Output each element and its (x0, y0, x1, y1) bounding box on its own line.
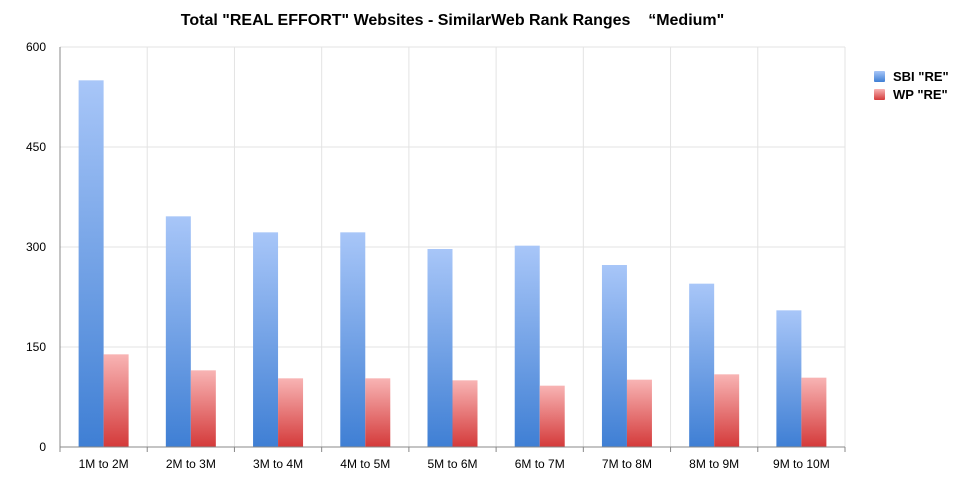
legend-swatch-sbi (874, 70, 885, 82)
y-tick-label: 300 (26, 240, 46, 254)
bar-sbi (601, 265, 627, 447)
x-tick-label: 6M to 7M (515, 457, 565, 471)
legend-label-sbi: SBI "RE" (893, 68, 949, 84)
x-tick-label: 8M to 9M (689, 457, 739, 471)
bar-wp (452, 380, 478, 447)
x-tick-label: 7M to 8M (602, 457, 652, 471)
bar-wp (539, 385, 565, 447)
legend-item-sbi: SBI "RE" (874, 67, 949, 85)
legend: SBI "RE" WP "RE" (874, 67, 949, 103)
bar-sbi (78, 80, 104, 447)
x-tick-label: 2M to 3M (166, 457, 216, 471)
bar-sbi (689, 283, 715, 447)
bar-wp (103, 354, 129, 447)
x-tick-label: 1M to 2M (79, 457, 129, 471)
bar-wp (190, 370, 216, 447)
bar-wp (626, 379, 652, 447)
x-tick-label: 9M to 10M (773, 457, 830, 471)
bar-sbi (776, 310, 802, 447)
y-tick-label: 150 (26, 340, 46, 354)
bar-sbi (514, 245, 540, 447)
bar-sbi (340, 232, 366, 447)
bar-sbi (427, 249, 453, 447)
bar-sbi (253, 232, 279, 447)
x-tick-label: 4M to 5M (340, 457, 390, 471)
bar-wp (365, 378, 391, 447)
legend-item-wp: WP "RE" (874, 85, 949, 103)
bar-wp (714, 374, 740, 447)
y-tick-label: 0 (39, 440, 46, 454)
y-tick-label: 600 (26, 40, 46, 54)
legend-label-wp: WP "RE" (893, 86, 948, 102)
x-tick-label: 5M to 6M (427, 457, 477, 471)
y-tick-label: 450 (26, 140, 46, 154)
bar-wp (278, 378, 304, 447)
x-tick-label: 3M to 4M (253, 457, 303, 471)
chart-title: Total "REAL EFFORT" Websites - SimilarWe… (180, 12, 725, 29)
bar-sbi (165, 216, 191, 447)
legend-swatch-wp (874, 88, 885, 100)
bar-wp (801, 377, 827, 447)
